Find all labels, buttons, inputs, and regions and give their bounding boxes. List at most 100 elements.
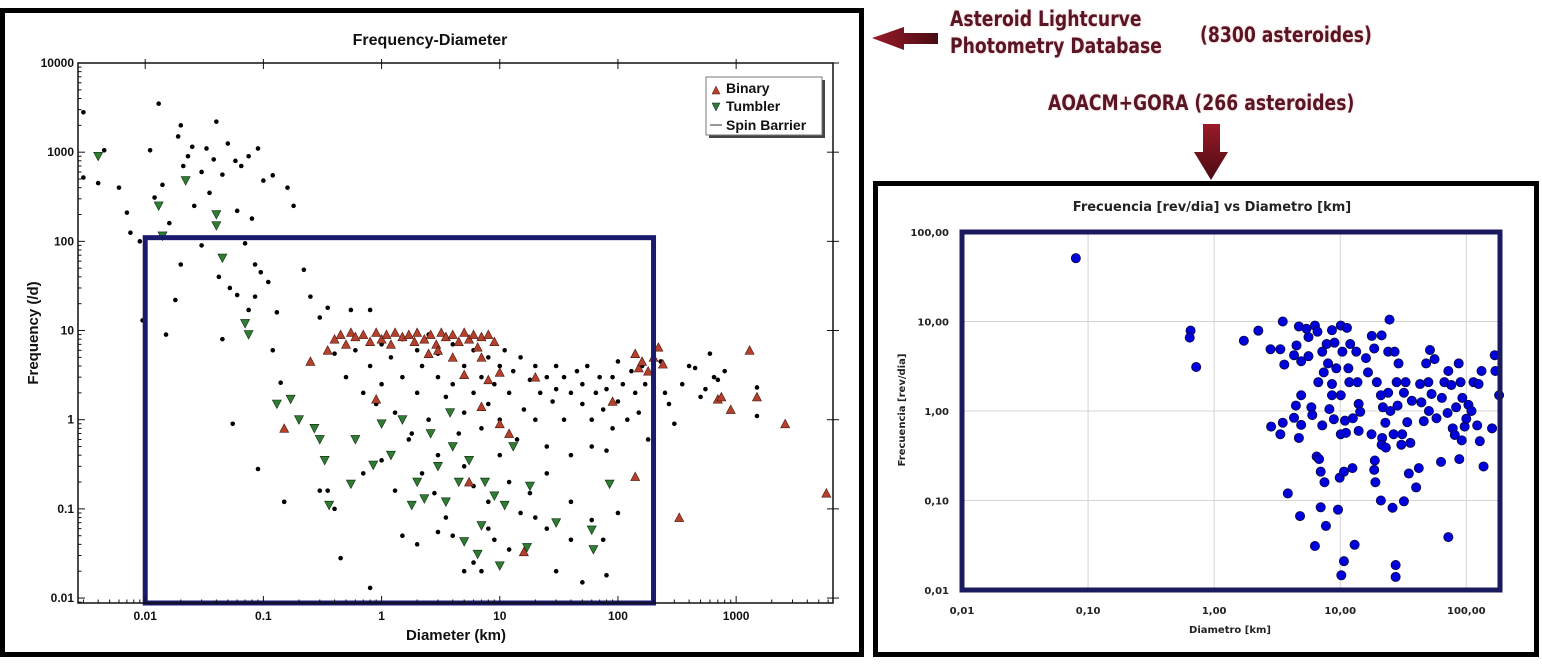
data-point: [414, 390, 420, 396]
tumbler-point: [309, 424, 320, 434]
data-point: [1349, 539, 1360, 550]
data-point: [1266, 421, 1277, 432]
data-point: [589, 517, 595, 523]
binary-point: [657, 358, 668, 369]
data-point: [252, 294, 258, 299]
data-point: [1318, 367, 1329, 378]
data-point: [1309, 541, 1320, 552]
binary-point: [518, 546, 529, 557]
data-point: [234, 292, 240, 298]
data-point: [367, 585, 373, 591]
data-point: [406, 437, 412, 442]
binary-point: [476, 352, 487, 362]
data-point: [180, 163, 186, 169]
tumbler-point: [385, 450, 396, 461]
arrow-left-icon: [872, 27, 938, 50]
tumbler-point: [345, 479, 356, 490]
y-tick-label: 10,00: [917, 318, 949, 329]
data-point: [514, 437, 520, 442]
data-point: [1296, 390, 1307, 401]
data-point: [220, 336, 225, 342]
data-point: [1333, 504, 1344, 515]
data-point: [1415, 379, 1426, 390]
x-tick-label: 1,00: [1202, 606, 1227, 617]
binary-point: [725, 404, 736, 414]
data-point: [332, 351, 337, 356]
binary-point: [821, 488, 832, 498]
data-point: [580, 401, 585, 407]
data-point: [715, 377, 721, 383]
tumbler-point: [324, 500, 335, 511]
data-point: [1456, 435, 1467, 446]
data-point: [1376, 330, 1387, 341]
legend-binary: Binary: [726, 80, 770, 96]
x-tick-label: 1: [378, 609, 385, 623]
data-point: [435, 529, 441, 535]
x-tick-label: 100,00: [1447, 606, 1486, 617]
data-point: [1478, 461, 1489, 472]
data-point: [1369, 343, 1380, 354]
data-point: [178, 262, 184, 267]
data-point: [666, 401, 672, 407]
tumbler-point: [586, 525, 597, 536]
data-point: [1351, 346, 1362, 357]
y-tick-label: 0.01: [51, 591, 75, 605]
data-point: [1457, 392, 1468, 403]
data-point: [1329, 337, 1340, 348]
binary-point: [504, 428, 515, 438]
data-point: [443, 394, 449, 400]
data-point: [258, 269, 264, 275]
data-point: [450, 533, 456, 539]
chart-title: Frecuencia [rev/dia] vs Diametro [km]: [1073, 200, 1351, 215]
data-point: [544, 526, 550, 531]
data-point: [1345, 339, 1356, 350]
data-point: [116, 185, 122, 190]
binary-point: [335, 329, 346, 339]
aoacm-count: (266 asteroides): [1194, 91, 1355, 115]
data-point: [450, 381, 456, 387]
binary-point: [329, 334, 340, 344]
y-tick-label: 0.1: [57, 502, 74, 516]
tumbler-point: [476, 521, 487, 531]
binary-point: [716, 391, 727, 402]
tumbler-legend-icon: [711, 102, 721, 112]
data-point: [1461, 413, 1472, 424]
data-point: [281, 499, 287, 505]
data-point: [1474, 436, 1485, 447]
data-point: [610, 374, 615, 380]
data-point: [620, 381, 626, 387]
data-point: [400, 533, 405, 539]
data-point: [1398, 387, 1409, 398]
data-point: [1312, 326, 1323, 337]
legend-tumbler: Tumbler: [726, 98, 781, 114]
tumbler-point: [499, 500, 510, 511]
binary-point: [630, 471, 641, 481]
tumbler-point: [376, 419, 387, 429]
binary-point: [412, 327, 423, 337]
tumbler-point: [432, 462, 443, 472]
x-tick-label: 100: [608, 609, 628, 623]
tumbler-point: [406, 500, 417, 511]
data-point: [392, 488, 398, 493]
binary-legend-icon: [711, 85, 721, 95]
data-point: [580, 580, 585, 585]
data-point: [124, 210, 130, 215]
data-point: [1336, 570, 1347, 581]
data-point: [645, 437, 651, 442]
alcdb-chart-frame: [0, 8, 864, 657]
binary-point: [305, 356, 316, 366]
binary-point: [637, 356, 648, 366]
tumbler-point: [472, 549, 483, 560]
data-point: [584, 363, 590, 369]
data-point: [246, 307, 251, 313]
data-point: [1362, 367, 1373, 378]
data-point: [754, 385, 760, 390]
data-point: [255, 466, 261, 472]
data-point: [1360, 353, 1371, 364]
data-point: [1393, 358, 1404, 369]
data-point: [274, 310, 280, 315]
binary-point: [409, 336, 420, 346]
y-axis-label: Frecuencia [rev/dia]: [897, 354, 908, 467]
data-point: [1319, 477, 1330, 488]
data-point: [325, 488, 330, 493]
